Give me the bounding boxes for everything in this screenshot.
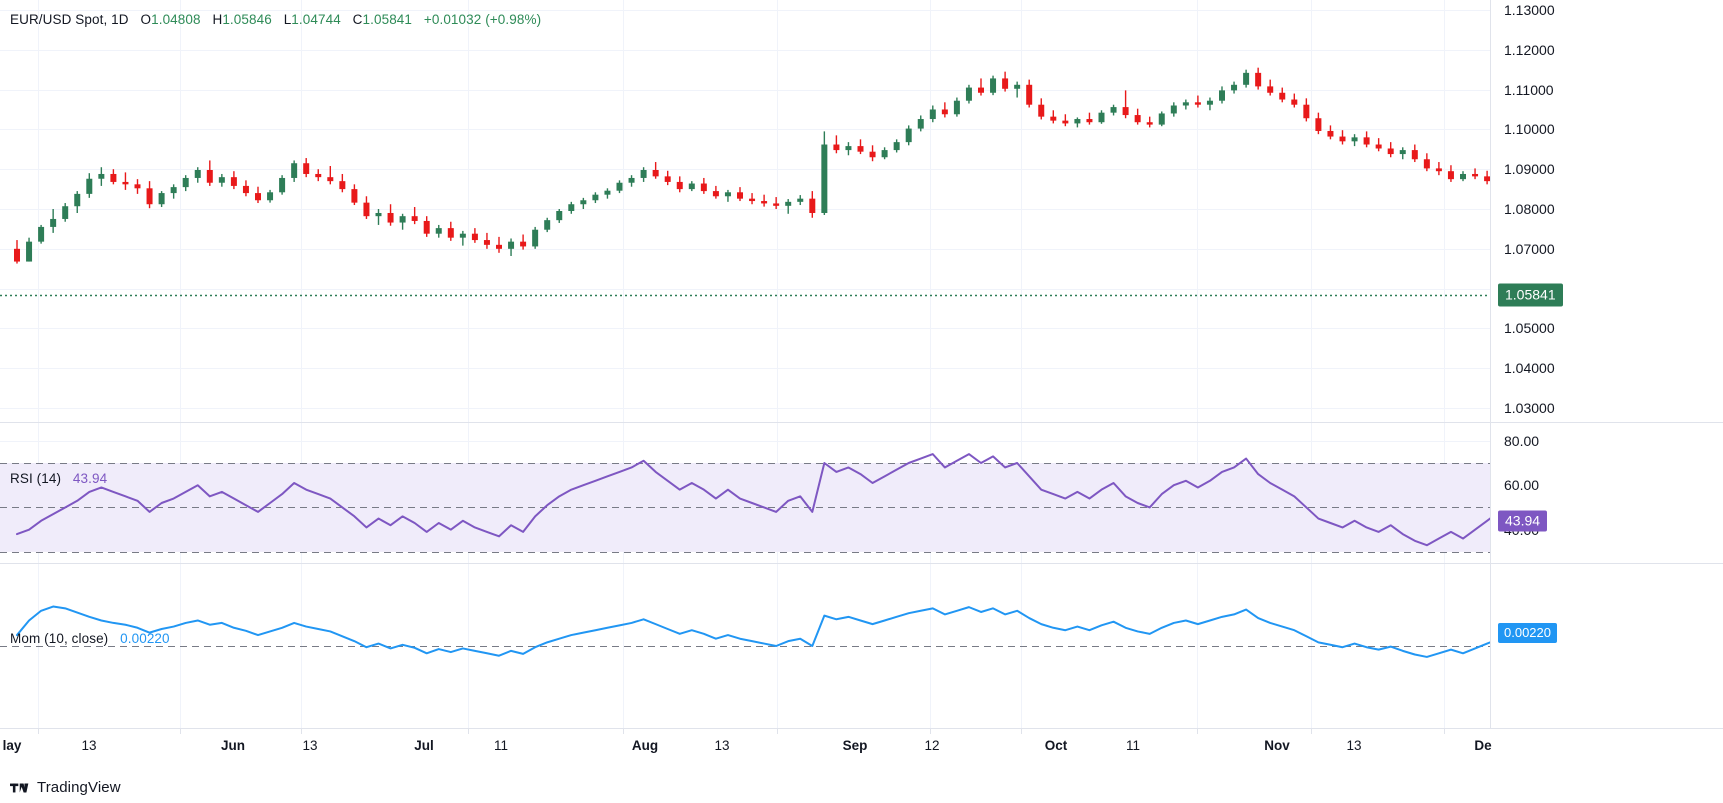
time-axis-label: 12: [924, 738, 940, 753]
time-axis-label: Sep: [842, 738, 868, 753]
momentum-value-badge[interactable]: 0.00220: [1498, 622, 1557, 643]
rsi-axis-tick: 60.00: [1504, 477, 1540, 494]
pane-divider-rsi-momentum[interactable]: [0, 563, 1723, 564]
time-axis-tick-mark: [777, 729, 778, 734]
price-axis-tick: 1.07000: [1504, 240, 1555, 257]
time-axis-label: 11: [493, 738, 509, 753]
time-axis-label: Oct: [1044, 738, 1068, 753]
rsi-line-series: [0, 423, 1490, 563]
time-axis-tick-mark: [180, 729, 181, 734]
time-axis-label: 13: [714, 738, 730, 753]
tradingview-name: TradingView: [37, 779, 121, 796]
price-axis-tick: 1.04000: [1504, 360, 1555, 377]
time-axis-tick-mark: [1311, 729, 1312, 734]
time-axis[interactable]: lay 13 Jun 13 Jul 11 Aug 13 Sep 12 Oct 11 Nov 13 De: [0, 729, 1723, 765]
time-axis-label: Nov: [1264, 738, 1290, 753]
tradingview-watermark: TradingView: [10, 779, 121, 796]
candlestick-series: [0, 0, 1490, 422]
rsi-axis-tick: 80.00: [1504, 432, 1540, 449]
time-axis-label: Aug: [631, 738, 659, 753]
price-axis-tick: 1.11000: [1504, 81, 1554, 98]
time-axis-tick-mark: [1197, 729, 1198, 734]
pane-divider-bottom: [0, 728, 1723, 729]
time-axis-label: lay: [2, 738, 22, 753]
price-pane[interactable]: 1.13000 1.12000 1.11000 1.10000 1.09000 1.080…: [0, 0, 1723, 422]
price-axis-tick: 1.10000: [1504, 121, 1555, 138]
time-axis-label: 13: [1346, 738, 1362, 753]
time-axis-tick-mark: [930, 729, 931, 734]
current-price-badge[interactable]: 1.05841: [1498, 283, 1563, 307]
rsi-plot-area[interactable]: [0, 423, 1490, 563]
time-axis-label: 11: [1125, 738, 1141, 753]
time-axis-tick-mark: [468, 729, 469, 734]
time-axis-tick-mark: [301, 729, 302, 734]
momentum-line-series: [0, 564, 1490, 728]
time-axis-label: Jun: [220, 738, 246, 753]
time-axis-tick-mark: [623, 729, 624, 734]
price-axis-tick: 1.09000: [1504, 161, 1555, 178]
tradingview-logo-icon: [10, 783, 29, 792]
price-axis-tick: 1.03000: [1504, 400, 1555, 417]
time-axis-label: De: [1474, 738, 1492, 753]
time-axis-tick-mark: [1444, 729, 1445, 734]
momentum-axis-separator: [1490, 564, 1491, 728]
price-plot-area[interactable]: [0, 0, 1490, 422]
time-axis-label: 13: [81, 738, 97, 753]
price-axis-tick: 1.05000: [1504, 320, 1555, 337]
momentum-pane[interactable]: 0.00220: [0, 564, 1723, 728]
price-axis-tick: 1.13000: [1504, 1, 1555, 18]
price-axis-tick: 1.12000: [1504, 41, 1555, 58]
price-axis[interactable]: 1.13000 1.12000 1.11000 1.10000 1.09000 1.080…: [1490, 0, 1723, 422]
rsi-value-badge[interactable]: 43.94: [1498, 510, 1548, 532]
pane-divider-price-rsi[interactable]: [0, 422, 1723, 423]
time-axis-tick-mark: [1021, 729, 1022, 734]
time-axis-label: 13: [302, 738, 318, 753]
time-axis-tick-mark: [38, 729, 39, 734]
price-axis-separator: [1490, 0, 1491, 422]
price-axis-tick: 1.08000: [1504, 201, 1555, 217]
time-axis-label: Jul: [414, 738, 434, 753]
momentum-axis[interactable]: 0.00220: [1490, 564, 1723, 728]
momentum-plot-area[interactable]: [0, 564, 1490, 728]
rsi-axis-separator: [1490, 423, 1491, 563]
